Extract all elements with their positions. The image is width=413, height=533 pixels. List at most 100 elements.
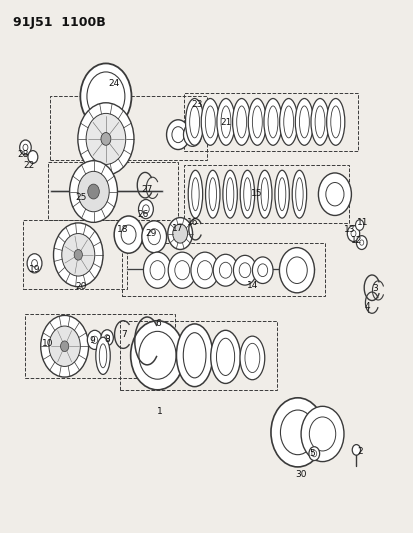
Circle shape — [143, 252, 171, 288]
Text: 8: 8 — [104, 335, 110, 344]
Ellipse shape — [295, 177, 302, 211]
Ellipse shape — [299, 106, 309, 138]
Text: 10: 10 — [42, 339, 54, 348]
Circle shape — [190, 252, 218, 288]
Ellipse shape — [216, 99, 235, 146]
Ellipse shape — [279, 248, 314, 293]
Bar — [184, 93, 357, 151]
Ellipse shape — [99, 344, 107, 368]
Circle shape — [308, 447, 319, 461]
Circle shape — [78, 171, 109, 212]
Text: 16: 16 — [186, 218, 198, 227]
Circle shape — [114, 216, 143, 253]
Circle shape — [80, 63, 131, 130]
Circle shape — [318, 173, 351, 215]
Text: 29: 29 — [145, 229, 157, 238]
Ellipse shape — [279, 99, 297, 146]
Circle shape — [40, 316, 88, 377]
Ellipse shape — [189, 106, 199, 138]
Circle shape — [325, 182, 343, 206]
Circle shape — [280, 410, 314, 455]
Circle shape — [101, 133, 111, 146]
Circle shape — [31, 260, 37, 267]
Bar — [48, 163, 178, 220]
Circle shape — [86, 114, 126, 165]
Text: 30: 30 — [294, 471, 306, 479]
Circle shape — [166, 120, 189, 150]
Text: 91J51  1100B: 91J51 1100B — [13, 15, 106, 29]
Ellipse shape — [222, 170, 237, 218]
Ellipse shape — [183, 333, 206, 378]
Text: 23: 23 — [190, 100, 202, 109]
Circle shape — [350, 230, 355, 237]
Circle shape — [142, 205, 149, 213]
Ellipse shape — [274, 170, 289, 218]
Ellipse shape — [185, 99, 203, 146]
Text: 17: 17 — [172, 224, 183, 233]
Text: 6: 6 — [155, 319, 161, 328]
Ellipse shape — [209, 177, 216, 211]
Circle shape — [219, 262, 231, 278]
Circle shape — [174, 261, 189, 280]
Circle shape — [104, 335, 109, 341]
Ellipse shape — [221, 106, 230, 138]
Circle shape — [131, 321, 184, 390]
Ellipse shape — [248, 99, 266, 146]
Ellipse shape — [176, 324, 212, 386]
Ellipse shape — [310, 99, 328, 146]
Ellipse shape — [210, 330, 240, 383]
Circle shape — [359, 240, 363, 245]
Ellipse shape — [216, 338, 234, 375]
Ellipse shape — [286, 257, 306, 284]
Circle shape — [188, 130, 196, 140]
Ellipse shape — [191, 177, 199, 211]
Circle shape — [311, 450, 316, 457]
Ellipse shape — [240, 170, 254, 218]
Circle shape — [347, 225, 359, 241]
Ellipse shape — [294, 99, 313, 146]
Circle shape — [351, 445, 360, 455]
Circle shape — [53, 223, 103, 287]
Circle shape — [355, 220, 363, 230]
Circle shape — [257, 264, 267, 277]
Circle shape — [300, 406, 343, 462]
Text: 2: 2 — [357, 447, 363, 456]
Circle shape — [239, 263, 250, 278]
Circle shape — [101, 330, 113, 346]
Text: 24: 24 — [108, 78, 119, 87]
Ellipse shape — [261, 177, 268, 211]
Text: 1: 1 — [156, 407, 162, 416]
Ellipse shape — [205, 106, 215, 138]
Circle shape — [121, 225, 136, 244]
Bar — [23, 220, 126, 289]
Bar — [122, 243, 324, 296]
Ellipse shape — [240, 336, 264, 379]
Text: 25: 25 — [75, 193, 87, 202]
Ellipse shape — [244, 343, 259, 373]
Circle shape — [171, 127, 184, 143]
Ellipse shape — [188, 170, 202, 218]
Text: 4: 4 — [363, 302, 369, 311]
Circle shape — [356, 236, 366, 249]
Circle shape — [139, 332, 176, 379]
Text: 20: 20 — [75, 282, 87, 291]
Ellipse shape — [278, 177, 285, 211]
Circle shape — [20, 140, 31, 155]
Circle shape — [213, 254, 237, 286]
Ellipse shape — [283, 106, 293, 138]
Circle shape — [74, 249, 82, 260]
Ellipse shape — [263, 99, 281, 146]
Text: 26: 26 — [137, 210, 148, 219]
Text: 12: 12 — [350, 237, 361, 246]
Ellipse shape — [201, 99, 219, 146]
Ellipse shape — [226, 177, 233, 211]
Circle shape — [197, 261, 212, 280]
Circle shape — [87, 72, 125, 121]
Text: 28: 28 — [18, 150, 29, 159]
Circle shape — [88, 184, 99, 199]
Text: 13: 13 — [343, 225, 354, 234]
Circle shape — [233, 255, 256, 285]
Ellipse shape — [95, 337, 110, 374]
Circle shape — [87, 330, 102, 350]
Text: 18: 18 — [116, 225, 128, 234]
